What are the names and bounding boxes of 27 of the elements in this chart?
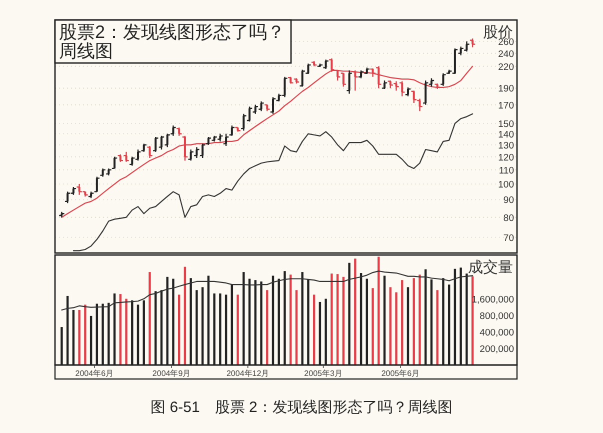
caption: 图 6-51 股票 2：发现线图形态了吗？周线图 — [150, 399, 452, 416]
x-tick-label: 2005年3月 — [304, 369, 342, 378]
y-tick-label: 70 — [503, 232, 514, 244]
y-tick-label: 150 — [498, 118, 514, 130]
x-tick-label: 2004年9月 — [152, 369, 191, 378]
text: 股票2：发现线图形态了吗？周线图 — [59, 22, 286, 61]
y-tick-label: 100 — [498, 180, 514, 191]
x-tick-label: 2004年12月 — [226, 369, 270, 378]
y-tick-label: 260 — [498, 36, 514, 48]
y-tick-label: 170 — [498, 100, 514, 112]
y-tick-label: 240 — [498, 48, 514, 60]
y-tick-label: 190 — [498, 84, 514, 95]
y-tick-label: 800,000 — [480, 310, 514, 322]
x-tick-label: 2005年6月 — [381, 369, 420, 378]
y-tick-label: 140 — [498, 129, 514, 140]
candlestick — [307, 63, 310, 75]
y-tick-label: 90 — [503, 195, 514, 206]
y-tick-label: 400,000 — [480, 327, 514, 338]
line-series — [72, 113, 474, 252]
y-axis-title: 成交量 — [468, 259, 513, 276]
y-tick-label: 110 — [498, 165, 514, 176]
y-tick-label: 220 — [498, 62, 514, 73]
y-tick-label: 130 — [498, 140, 514, 152]
x-tick-label: 2004年6月 — [75, 369, 114, 378]
y-tick-label: 200,000 — [480, 344, 514, 355]
y-tick-label: 80 — [503, 212, 514, 224]
y-tick-label: 120 — [498, 152, 514, 164]
